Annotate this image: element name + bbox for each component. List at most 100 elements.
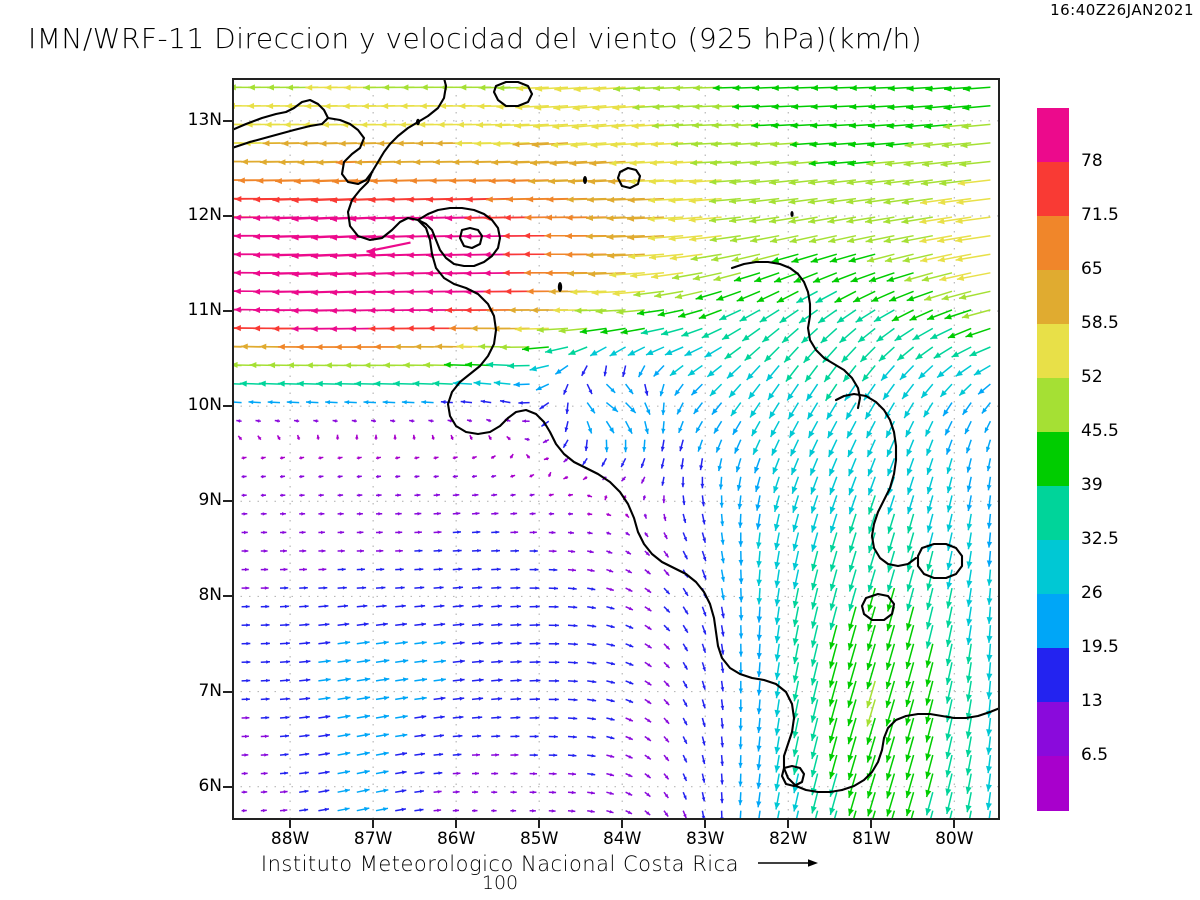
wind-barb	[267, 400, 281, 405]
wind-barb	[728, 383, 742, 398]
wind-barb	[586, 494, 593, 498]
wind-barb	[876, 327, 895, 343]
wind-barb	[622, 365, 627, 377]
wind-barb	[771, 253, 799, 263]
x-axis-tick-label: 84W	[602, 829, 642, 849]
wind-barb	[718, 309, 742, 321]
wind-barb	[773, 272, 799, 283]
wind-barb	[668, 216, 703, 223]
wind-barb	[926, 476, 934, 495]
wind-barb	[534, 104, 569, 111]
x-axis-tick	[621, 820, 624, 828]
wind-barb	[375, 475, 382, 479]
wind-barb	[589, 160, 626, 167]
wind-barb	[845, 402, 857, 420]
wind-barb	[689, 234, 722, 242]
wind-barb	[296, 434, 301, 440]
wind-barb	[660, 458, 665, 469]
wind-barb	[522, 419, 530, 423]
wind-barb	[548, 493, 554, 497]
wind-barb	[746, 364, 761, 381]
wind-barb	[695, 290, 722, 300]
wind-barb	[788, 420, 800, 439]
wind-barb	[924, 420, 934, 437]
wind-barb	[606, 512, 612, 517]
wind-barb	[771, 439, 780, 456]
wind-barb	[973, 364, 991, 376]
wind-barb	[600, 327, 626, 335]
wind-barb	[375, 512, 383, 516]
colorbar-band	[1037, 108, 1069, 163]
wind-barb	[828, 234, 857, 244]
wind-barb	[754, 476, 761, 493]
wind-barb	[986, 458, 992, 472]
wind-barb	[644, 421, 649, 435]
wind-barb	[414, 456, 420, 460]
wind-barb	[512, 141, 549, 148]
wind-barb	[986, 495, 992, 510]
wind-barb	[636, 309, 665, 316]
wind-barb	[277, 380, 300, 387]
wind-barb	[591, 289, 626, 296]
wind-barb	[864, 216, 895, 224]
x-axis-tick-label: 87W	[353, 829, 393, 849]
wind-barb	[567, 493, 574, 497]
wind-barb	[564, 421, 569, 433]
wind-barb	[279, 493, 286, 497]
wind-barb	[542, 439, 550, 444]
wind-barb	[645, 346, 665, 356]
wind-barb	[601, 457, 608, 467]
y-axis-tick-label: 11N	[187, 300, 222, 321]
wind-barb	[867, 495, 876, 515]
wind-barb	[395, 456, 401, 460]
wind-barb	[730, 402, 742, 417]
wind-barb	[732, 420, 742, 436]
wind-barb	[820, 327, 838, 344]
wind-barb	[937, 216, 972, 225]
wind-barb	[693, 402, 703, 415]
wind-barb	[276, 435, 281, 441]
wind-barb	[558, 327, 588, 334]
wind-barb	[755, 513, 762, 530]
wind-barb	[409, 419, 415, 423]
wind-barb	[591, 123, 626, 130]
wind-barb	[901, 234, 933, 244]
wind-barb	[867, 458, 876, 477]
wind-barb	[920, 179, 953, 187]
wind-barb	[759, 309, 780, 323]
wind-barb	[579, 327, 607, 335]
wind-barb	[779, 309, 799, 324]
wind-barb	[918, 364, 934, 380]
wind-barb	[906, 458, 915, 476]
wind-barb	[706, 364, 723, 378]
x-axis-tick	[704, 820, 707, 828]
wind-barb	[887, 495, 896, 515]
wind-barb	[807, 216, 837, 224]
wind-barb	[966, 476, 972, 492]
y-axis-tick	[223, 405, 232, 408]
wind-barb	[237, 435, 243, 441]
wind-barb	[604, 439, 609, 453]
wind-barb	[563, 383, 569, 395]
wind-barb	[965, 327, 991, 338]
wind-barb	[414, 475, 420, 479]
wind-barb	[907, 476, 915, 496]
wind-barb	[769, 420, 780, 438]
wind-barb	[751, 420, 761, 437]
wind-barb	[401, 400, 415, 405]
wind-barb	[716, 290, 742, 301]
wind-barb	[530, 159, 569, 167]
wind-barb	[811, 513, 819, 533]
wind-barb	[625, 383, 634, 395]
wind-barb	[452, 474, 459, 479]
wind-barb	[466, 419, 473, 423]
wind-barb	[808, 439, 819, 458]
wind-barb	[788, 216, 818, 224]
wind-barb	[460, 400, 473, 404]
wind-barb	[923, 402, 934, 418]
wind-barb	[681, 327, 703, 337]
wind-barb	[414, 493, 421, 497]
x-axis-tick	[289, 820, 292, 828]
wind-barb	[653, 364, 665, 378]
colorbar-tick-label: 45.5	[1081, 421, 1119, 441]
